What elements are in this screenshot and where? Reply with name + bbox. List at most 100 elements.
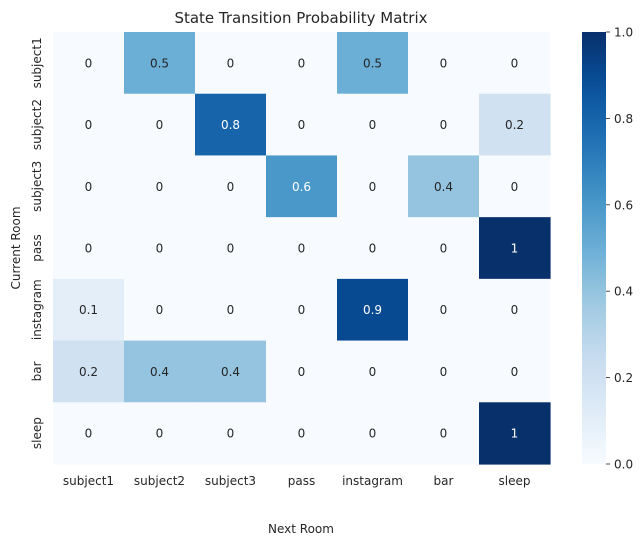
heatmap-cell-subject2-pass (266, 93, 338, 157)
heatmap-cell-instagram-subject3 (195, 278, 267, 342)
cell-value-label: 0 (298, 242, 306, 256)
cell-value-label: 0.2 (505, 118, 524, 132)
heatmap-cell-subject3-subject2 (124, 155, 196, 218)
heatmap-cell-bar-subject3 (195, 340, 267, 403)
cell-value-label: 0 (440, 303, 448, 317)
cell-value-label: 0 (440, 56, 448, 70)
colorbar-tick-label: 1.0 (614, 26, 633, 40)
cell-value-label: 0 (511, 56, 519, 70)
cell-value-label: 0 (298, 303, 306, 317)
heatmap-cell-instagram-pass (266, 278, 338, 342)
x-tick-label: sleep (499, 474, 531, 488)
x-tick-label: subject3 (205, 474, 256, 488)
heatmap-cell-subject2-bar (408, 93, 480, 157)
cell-value-label: 0 (227, 56, 235, 70)
heatmap-cell-bar-sleep (479, 340, 551, 403)
cell-value-label: 0 (298, 118, 306, 132)
cell-value-labels: 0 0.5 0 0 0.5 0 0 0 0 0.8 0 0 0 0.2 0 0 0 0.6 0 0.4 0 0 0 0 0 0 0 1… (79, 56, 524, 440)
x-tick-labels: subject1 subject2 subject3 pass instagram bar… (63, 474, 531, 488)
cell-value-label: 0.2 (79, 365, 98, 379)
heatmap-cell-pass-instagram (337, 217, 409, 280)
heatmap-cell-instagram-instagram (337, 278, 409, 342)
heatmap-cell-subject3-subject3 (195, 155, 267, 218)
heatmap-cell-subject2-subject2 (124, 93, 196, 157)
cell-value-label: 0 (369, 180, 377, 194)
heatmap-cell-pass-pass (266, 217, 338, 280)
y-axis-label: Current Room (9, 206, 23, 289)
cell-value-label: 0 (85, 56, 93, 70)
heatmap-cell-sleep-sleep (479, 402, 551, 465)
heatmap-cell-sleep-subject1 (53, 402, 125, 465)
heatmap-cell-bar-subject1 (53, 340, 125, 403)
cell-value-label: 0 (440, 427, 448, 441)
colorbar-tick-label: 0.2 (614, 371, 633, 385)
cell-value-label: 0.4 (434, 180, 453, 194)
heatmap-cell-instagram-bar (408, 278, 480, 342)
y-tick-label: subject3 (30, 161, 44, 212)
colorbar-tick-label: 0.6 (614, 198, 633, 212)
heatmap-cell-subject1-instagram (337, 32, 409, 95)
heatmap-cell-pass-subject3 (195, 217, 267, 280)
cell-value-label: 0 (156, 303, 164, 317)
heatmap-cell-pass-subject1 (53, 217, 125, 280)
heatmap-cell-pass-subject2 (124, 217, 196, 280)
y-tick-label: subject2 (30, 99, 44, 150)
cell-value-label: 0 (156, 180, 164, 194)
cell-value-label: 0 (440, 118, 448, 132)
cell-value-label: 0.5 (150, 56, 169, 70)
cell-value-label: 0 (227, 180, 235, 194)
heatmap-cell-sleep-bar (408, 402, 480, 465)
cell-value-label: 1 (511, 427, 519, 441)
heatmap-cell-sleep-pass (266, 402, 338, 465)
heatmap-cell-subject3-bar (408, 155, 480, 218)
x-tick-label: bar (434, 474, 454, 488)
cell-value-label: 0 (369, 242, 377, 256)
cell-value-label: 0 (369, 365, 377, 379)
heatmap-cell-bar-bar (408, 340, 480, 403)
cell-value-label: 0 (227, 303, 235, 317)
heatmap-cell-sleep-subject2 (124, 402, 196, 465)
cell-value-label: 0.4 (150, 365, 169, 379)
heatmap-cell-instagram-subject2 (124, 278, 196, 342)
colorbar-tick-label: 0.8 (614, 112, 633, 126)
heatmap-cell-subject1-subject2 (124, 32, 196, 95)
colorbar-tick-label: 0.4 (614, 285, 633, 299)
cell-value-label: 0.1 (79, 303, 98, 317)
heatmap-cell-sleep-instagram (337, 402, 409, 465)
cell-value-label: 0 (85, 118, 93, 132)
y-tick-label: subject1 (30, 37, 44, 88)
heatmap-cell-subject2-sleep (479, 93, 551, 157)
cell-value-label: 0 (227, 242, 235, 256)
cell-value-label: 0 (156, 427, 164, 441)
heatmap-cells (53, 32, 551, 465)
heatmap-cell-bar-pass (266, 340, 338, 403)
cell-value-label: 0 (511, 303, 519, 317)
x-tick-label: subject1 (63, 474, 114, 488)
heatmap-cell-subject3-instagram (337, 155, 409, 218)
cell-value-label: 0 (85, 427, 93, 441)
x-tick-label: instagram (342, 474, 403, 488)
y-tick-label: pass (30, 234, 44, 261)
cell-value-label: 0 (369, 427, 377, 441)
cell-value-label: 0.9 (363, 303, 382, 317)
heatmap-cell-bar-instagram (337, 340, 409, 403)
heatmap-cell-sleep-subject3 (195, 402, 267, 465)
cell-value-label: 0 (511, 180, 519, 194)
cell-value-label: 0 (440, 365, 448, 379)
cell-value-label: 0 (298, 56, 306, 70)
heatmap-cell-subject1-subject1 (53, 32, 125, 95)
cell-value-label: 0 (227, 427, 235, 441)
heatmap-cell-subject3-subject1 (53, 155, 125, 218)
heatmap-cell-instagram-sleep (479, 278, 551, 342)
heatmap-cell-subject2-instagram (337, 93, 409, 157)
cell-value-label: 0 (85, 180, 93, 194)
cell-value-label: 0 (511, 365, 519, 379)
y-tick-labels: subject1 subject2 subject3 pass instagram bar… (30, 37, 44, 449)
heatmap-cell-pass-bar (408, 217, 480, 280)
cell-value-label: 0.8 (221, 118, 240, 132)
cell-value-label: 0.6 (292, 180, 311, 194)
colorbar (582, 32, 606, 464)
heatmap-cell-subject3-pass (266, 155, 338, 218)
cell-value-label: 0.4 (221, 365, 240, 379)
